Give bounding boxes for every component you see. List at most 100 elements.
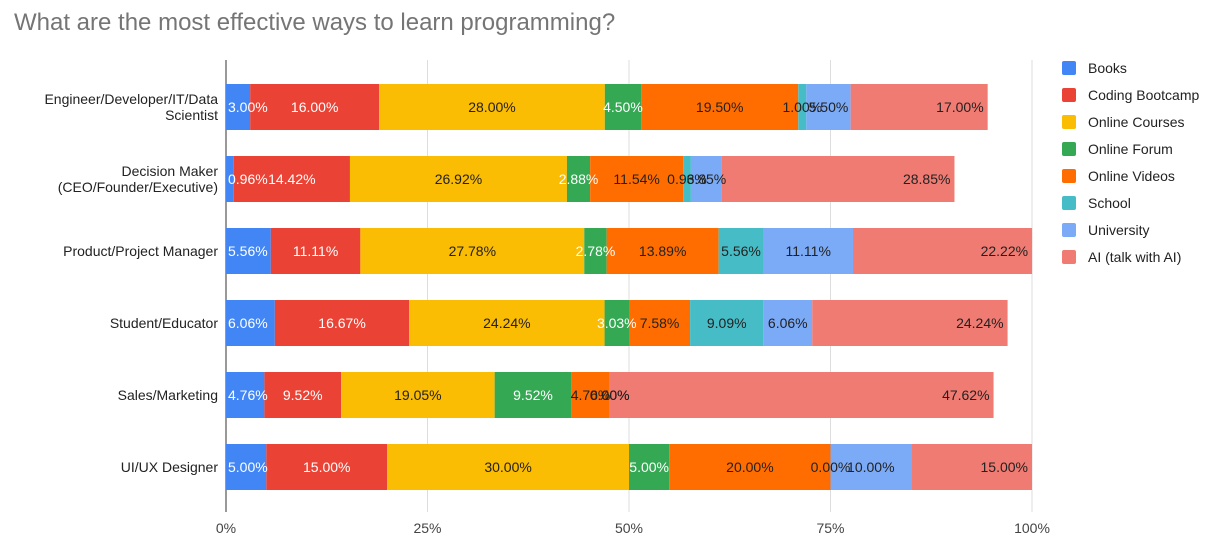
data-label: 5.56%	[721, 243, 761, 259]
data-label: 28.00%	[468, 99, 515, 115]
legend-swatch	[1062, 141, 1076, 156]
bar-segment	[683, 156, 691, 202]
data-label: 9.52%	[283, 387, 323, 403]
data-label: 3.00%	[228, 99, 268, 115]
data-label: 19.05%	[394, 387, 441, 403]
bar-segment	[604, 84, 642, 130]
bar-segment	[850, 84, 988, 130]
bar-segment	[233, 156, 350, 202]
data-label: 24.24%	[483, 315, 530, 331]
bar-segment	[584, 228, 607, 274]
data-label: 5.00%	[228, 459, 268, 475]
data-label: 2.88%	[559, 171, 599, 187]
bar-segment	[349, 156, 567, 202]
legend-item: Online Courses	[1062, 108, 1199, 135]
bar-segment	[566, 156, 591, 202]
data-label: 24.24%	[956, 315, 1003, 331]
data-label: 20.00%	[726, 459, 773, 475]
bar-segment	[798, 84, 807, 130]
bar-segment	[669, 444, 831, 490]
bar-segment	[266, 444, 388, 490]
legend-label: Books	[1088, 59, 1127, 76]
bar-segment	[226, 156, 234, 202]
data-label: 15.00%	[303, 459, 350, 475]
bar-segment	[226, 444, 267, 490]
bar-segment	[721, 156, 955, 202]
legend-swatch	[1062, 60, 1076, 75]
data-label: 3.03%	[597, 315, 637, 331]
bar-segment	[604, 300, 629, 346]
x-tick-label: 75%	[816, 520, 844, 536]
category-label: Engineer/Developer/IT/Data	[44, 91, 218, 107]
bar-segment	[226, 300, 275, 346]
bar-segment	[226, 84, 251, 130]
legend-label: Online Videos	[1088, 167, 1175, 184]
data-label: 0.00%	[590, 387, 630, 403]
category-label: UI/UX Designer	[121, 459, 219, 475]
category-label: Scientist	[165, 107, 218, 123]
x-tick-label: 100%	[1014, 520, 1050, 536]
bar-segment	[274, 300, 410, 346]
bar-segment	[494, 372, 572, 418]
bar-segment	[270, 228, 361, 274]
legend-label: Online Forum	[1088, 140, 1173, 157]
legend-item: Online Videos	[1062, 162, 1199, 189]
category-label: Student/Educator	[110, 315, 219, 331]
legend-swatch	[1062, 114, 1076, 129]
bar-segment	[264, 372, 342, 418]
data-label: 3.85%	[687, 171, 727, 187]
bar-segment	[690, 156, 722, 202]
bar-segment	[718, 228, 764, 274]
legend-label: University	[1088, 221, 1150, 238]
bar-segment	[609, 372, 994, 418]
bar-segment	[409, 300, 605, 346]
bar-segment	[763, 300, 813, 346]
bar-segment	[606, 228, 719, 274]
data-label: 5.00%	[629, 459, 669, 475]
data-label: 13.89%	[639, 243, 686, 259]
bar-segment	[629, 444, 670, 490]
legend-item: Coding Bootcamp	[1062, 81, 1199, 108]
x-tick-label: 50%	[615, 520, 643, 536]
bar-segment	[763, 228, 853, 274]
data-label: 1.00%	[782, 99, 822, 115]
x-tick-label: 25%	[413, 520, 441, 536]
data-label: 5.56%	[228, 243, 268, 259]
legend-item: University	[1062, 216, 1199, 243]
data-label: 4.76%	[571, 387, 611, 403]
data-label: 28.85%	[903, 171, 950, 187]
data-label: 15.00%	[981, 459, 1028, 475]
bar-segment	[590, 156, 684, 202]
category-label: (CEO/Founder/Executive)	[58, 179, 218, 195]
legend-item: Books	[1062, 54, 1199, 81]
category-label: Decision Maker	[122, 163, 219, 179]
data-label: 4.50%	[603, 99, 643, 115]
data-label: 16.67%	[318, 315, 365, 331]
data-label: 14.42%	[268, 171, 315, 187]
category-label: Product/Project Manager	[63, 243, 218, 259]
data-label: 19.50%	[696, 99, 743, 115]
legend-label: AI (talk with AI)	[1088, 248, 1182, 265]
data-label: 26.92%	[435, 171, 482, 187]
data-label: 9.52%	[513, 387, 553, 403]
bar-segment	[690, 300, 764, 346]
bar-segment	[250, 84, 380, 130]
data-label: 27.78%	[449, 243, 496, 259]
data-label: 6.06%	[768, 315, 808, 331]
legend-swatch	[1062, 195, 1076, 210]
bar-segment	[911, 444, 1032, 490]
legend-item: Online Forum	[1062, 135, 1199, 162]
data-label: 0.96%	[667, 171, 707, 187]
bar-segment	[852, 228, 1033, 274]
data-label: 11.11%	[786, 243, 831, 259]
bar-segment	[341, 372, 495, 418]
data-label: 0.00%	[590, 387, 630, 403]
data-label: 6.06%	[228, 315, 268, 331]
bar-segment	[226, 228, 271, 274]
bar-segment	[226, 372, 265, 418]
legend-swatch	[1062, 222, 1076, 237]
bar-segment	[571, 372, 610, 418]
x-tick-label: 0%	[216, 520, 236, 536]
bar-segment	[629, 300, 691, 346]
legend-label: Online Courses	[1088, 113, 1185, 130]
